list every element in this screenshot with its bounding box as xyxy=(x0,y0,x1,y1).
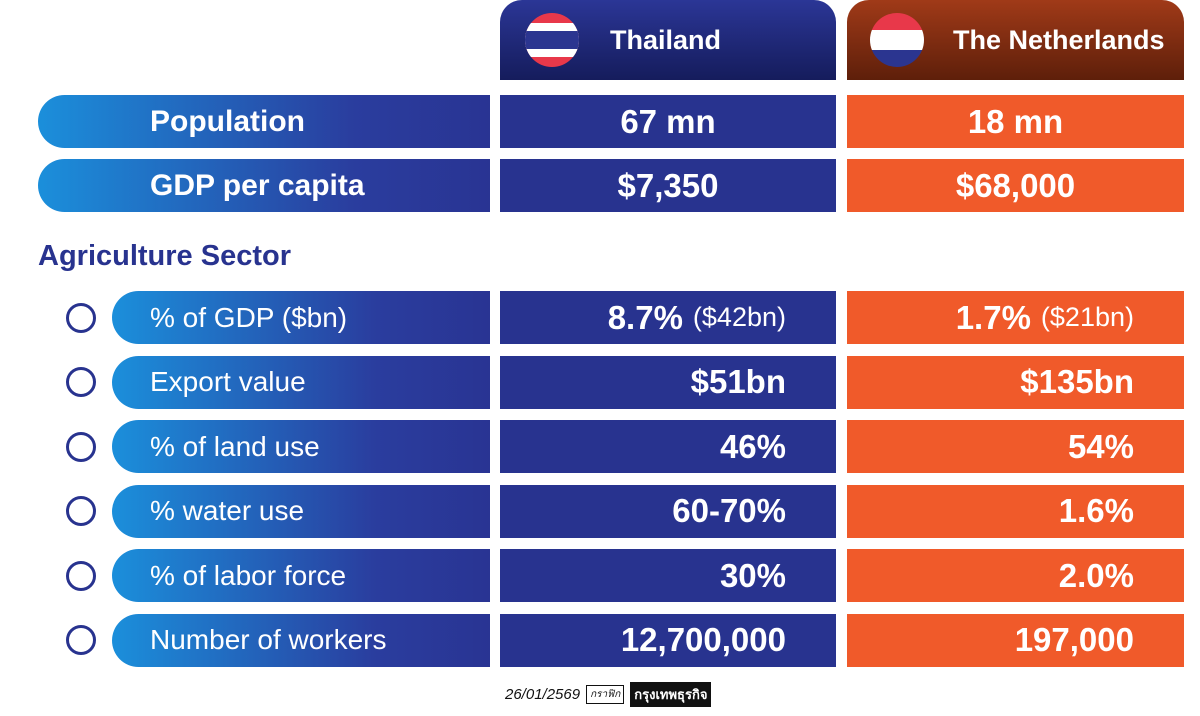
section-title: Agriculture Sector xyxy=(38,240,291,272)
value-note: ($42bn) xyxy=(692,302,786,332)
date: 26/01/2569 xyxy=(505,686,581,703)
thai-flag xyxy=(525,13,579,67)
thailand-value: 8.7% ($42bn) xyxy=(500,291,836,344)
netherlands-value: $135bn xyxy=(847,355,1184,409)
row-label: % of GDP ($bn) xyxy=(112,291,490,344)
dutch-flag xyxy=(870,13,924,67)
value: $51bn xyxy=(690,363,786,400)
bullet xyxy=(66,367,96,397)
netherlands-value: 54% xyxy=(847,420,1184,473)
row-label: % of land use xyxy=(112,420,490,473)
row-label: % water use xyxy=(112,484,490,538)
footer: 26/01/2569 กราฟิก กรุงเทพธุรกิจ xyxy=(505,682,712,707)
value: 1.7% xyxy=(955,298,1031,336)
netherlands-value: 1.7% ($21bn) xyxy=(847,291,1184,344)
thailand-value: 46% xyxy=(500,420,836,473)
thailand-value: 60-70% xyxy=(500,484,836,538)
netherlands-value: 1.6% xyxy=(847,484,1184,538)
thailand-value: $7,350 xyxy=(500,159,836,212)
value: 30% xyxy=(719,556,786,594)
value: 12,700,000 xyxy=(620,621,786,658)
value-note: ($21bn) xyxy=(1040,302,1134,332)
value: 60-70% xyxy=(672,492,786,529)
netherlands-value: 18 mn xyxy=(847,95,1184,148)
netherlands-value: 197,000 xyxy=(847,613,1184,667)
thailand-value: 30% xyxy=(500,549,836,602)
tag: กราฟิก xyxy=(586,685,625,704)
thailand-header: Thailand xyxy=(500,0,836,80)
brand: กรุงเทพธุรกิจ xyxy=(630,682,712,707)
row-label: Population xyxy=(38,95,490,148)
value: $135bn xyxy=(1020,363,1134,400)
value: 1.6% xyxy=(1058,492,1134,529)
value: 2.0% xyxy=(1058,556,1134,594)
bullet xyxy=(66,496,96,526)
bullet xyxy=(66,625,96,655)
row-label: Number of workers xyxy=(112,613,490,667)
column-title: The Netherlands xyxy=(953,24,1165,55)
value: 197,000 xyxy=(1014,621,1134,658)
value: 54% xyxy=(1067,427,1134,465)
row-label: Export value xyxy=(112,355,490,409)
row-label: GDP per capita xyxy=(38,159,490,212)
thailand-value: $51bn xyxy=(500,355,836,409)
value: 46% xyxy=(719,427,786,465)
bullet xyxy=(66,431,96,462)
column-title: Thailand xyxy=(610,24,722,55)
netherlands-header: The Netherlands xyxy=(847,0,1184,80)
netherlands-value: 2.0% xyxy=(847,549,1184,602)
bullet xyxy=(66,560,96,591)
value: 8.7% xyxy=(607,298,683,336)
netherlands-value: $68,000 xyxy=(847,159,1184,212)
thailand-value: 12,700,000 xyxy=(500,613,836,667)
row-label: % of labor force xyxy=(112,549,490,602)
thailand-value: 67 mn xyxy=(500,95,836,148)
bullet xyxy=(66,302,96,333)
